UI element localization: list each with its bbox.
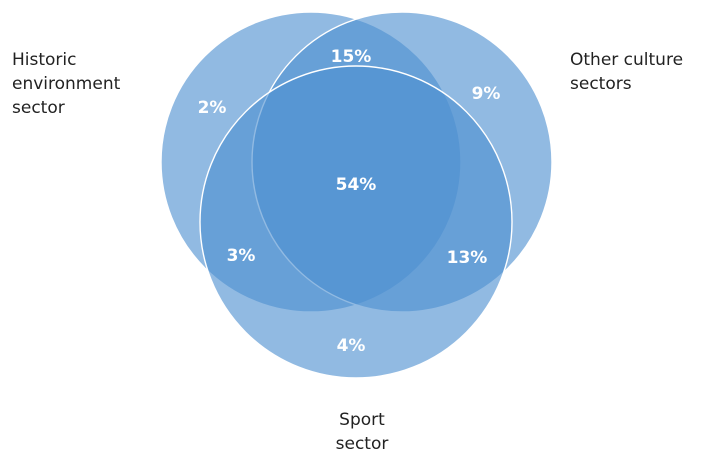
sport-label: Sport sector xyxy=(330,408,394,456)
region-other-only: 9% xyxy=(472,84,501,104)
region-sport-only: 4% xyxy=(337,336,366,356)
region-other-and-sport: 13% xyxy=(447,248,488,268)
historic-environment-label: Historic environment sector xyxy=(12,48,120,120)
region-all-three: 54% xyxy=(336,175,377,195)
region-historic-and-other: 15% xyxy=(331,47,372,67)
region-historic-and-sport: 3% xyxy=(227,246,256,266)
region-historic-only: 2% xyxy=(198,98,227,118)
other-culture-label: Other culture sectors xyxy=(570,48,683,96)
sport-circle xyxy=(200,66,512,378)
